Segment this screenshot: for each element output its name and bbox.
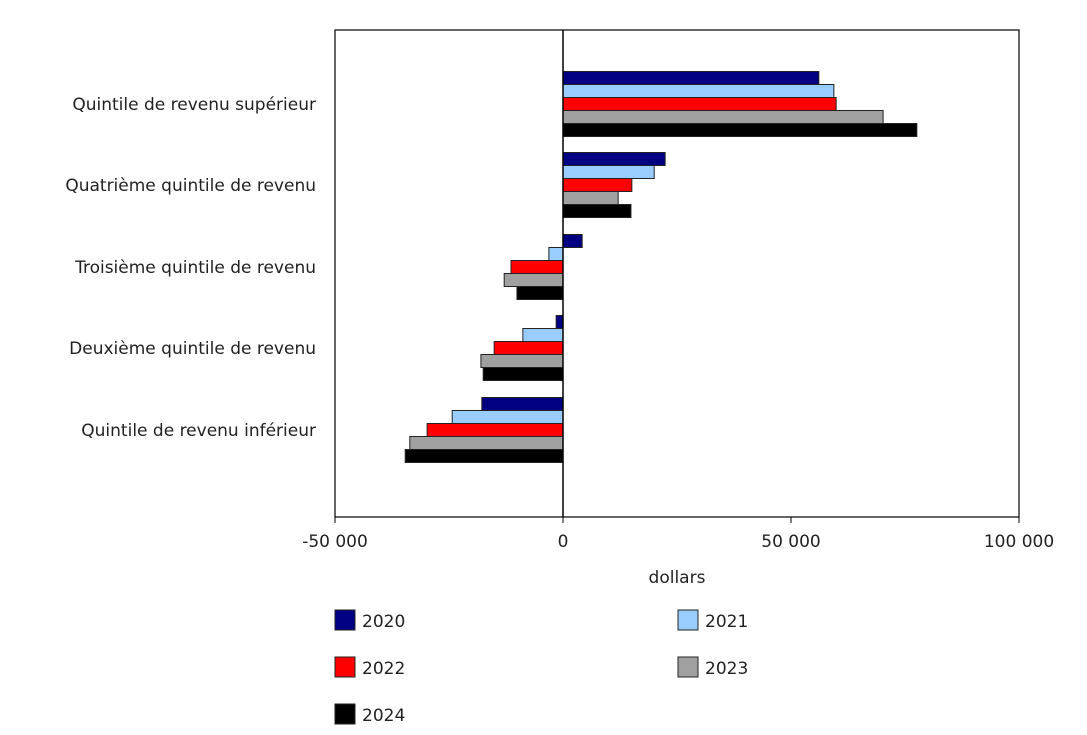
legend-swatch-2024 xyxy=(334,703,356,725)
bar-2020 xyxy=(555,315,564,329)
category-label: Quintile de revenu supérieur xyxy=(72,95,316,115)
legend-label: 2021 xyxy=(705,612,748,632)
bar-2024 xyxy=(562,123,918,137)
bar-2021 xyxy=(548,247,564,261)
bar-2022 xyxy=(562,97,837,111)
category-label: Quatrième quintile de revenu xyxy=(65,176,316,196)
legend-label: 2020 xyxy=(362,612,405,632)
bar-2020 xyxy=(562,234,583,248)
bar-2024 xyxy=(404,449,564,463)
bar-2021 xyxy=(451,410,564,424)
x-axis-label: dollars xyxy=(649,568,706,588)
bar-2023 xyxy=(562,110,884,124)
bar-2024 xyxy=(562,204,632,218)
bar-2022 xyxy=(562,178,633,192)
bar-2023 xyxy=(562,191,619,205)
category-label: Deuxième quintile de revenu xyxy=(69,339,316,359)
x-tick-label: 100 000 xyxy=(984,532,1054,552)
bar-2020 xyxy=(562,71,820,85)
bar-2021 xyxy=(562,84,835,98)
bar-2024 xyxy=(482,367,564,381)
legend-swatch-2021 xyxy=(677,609,699,631)
legend-swatch-2023 xyxy=(677,656,699,678)
x-tick-label: -50 000 xyxy=(302,532,368,552)
x-tick-label: 50 000 xyxy=(761,532,820,552)
plot-frame xyxy=(334,29,1020,518)
category-label: Troisième quintile de revenu xyxy=(74,258,316,278)
legend-swatch-2020 xyxy=(334,609,356,631)
x-tick-label: 0 xyxy=(558,532,569,552)
bar-2024 xyxy=(516,286,564,300)
bar-2021 xyxy=(522,328,564,342)
bar-2021 xyxy=(562,165,655,179)
bar-2023 xyxy=(409,436,564,450)
bar-2023 xyxy=(503,273,564,287)
legend-label: 2023 xyxy=(705,659,748,679)
bar-2022 xyxy=(426,423,564,437)
legend-label: 2024 xyxy=(362,706,405,726)
bar-2022 xyxy=(510,260,564,274)
bar-2023 xyxy=(480,354,564,368)
bar-2020 xyxy=(481,397,564,411)
legend-label: 2022 xyxy=(362,659,405,679)
category-label: Quintile de revenu inférieur xyxy=(81,421,316,441)
legend-swatch-2022 xyxy=(334,656,356,678)
bar-2020 xyxy=(562,152,666,166)
bar-2022 xyxy=(493,341,564,355)
